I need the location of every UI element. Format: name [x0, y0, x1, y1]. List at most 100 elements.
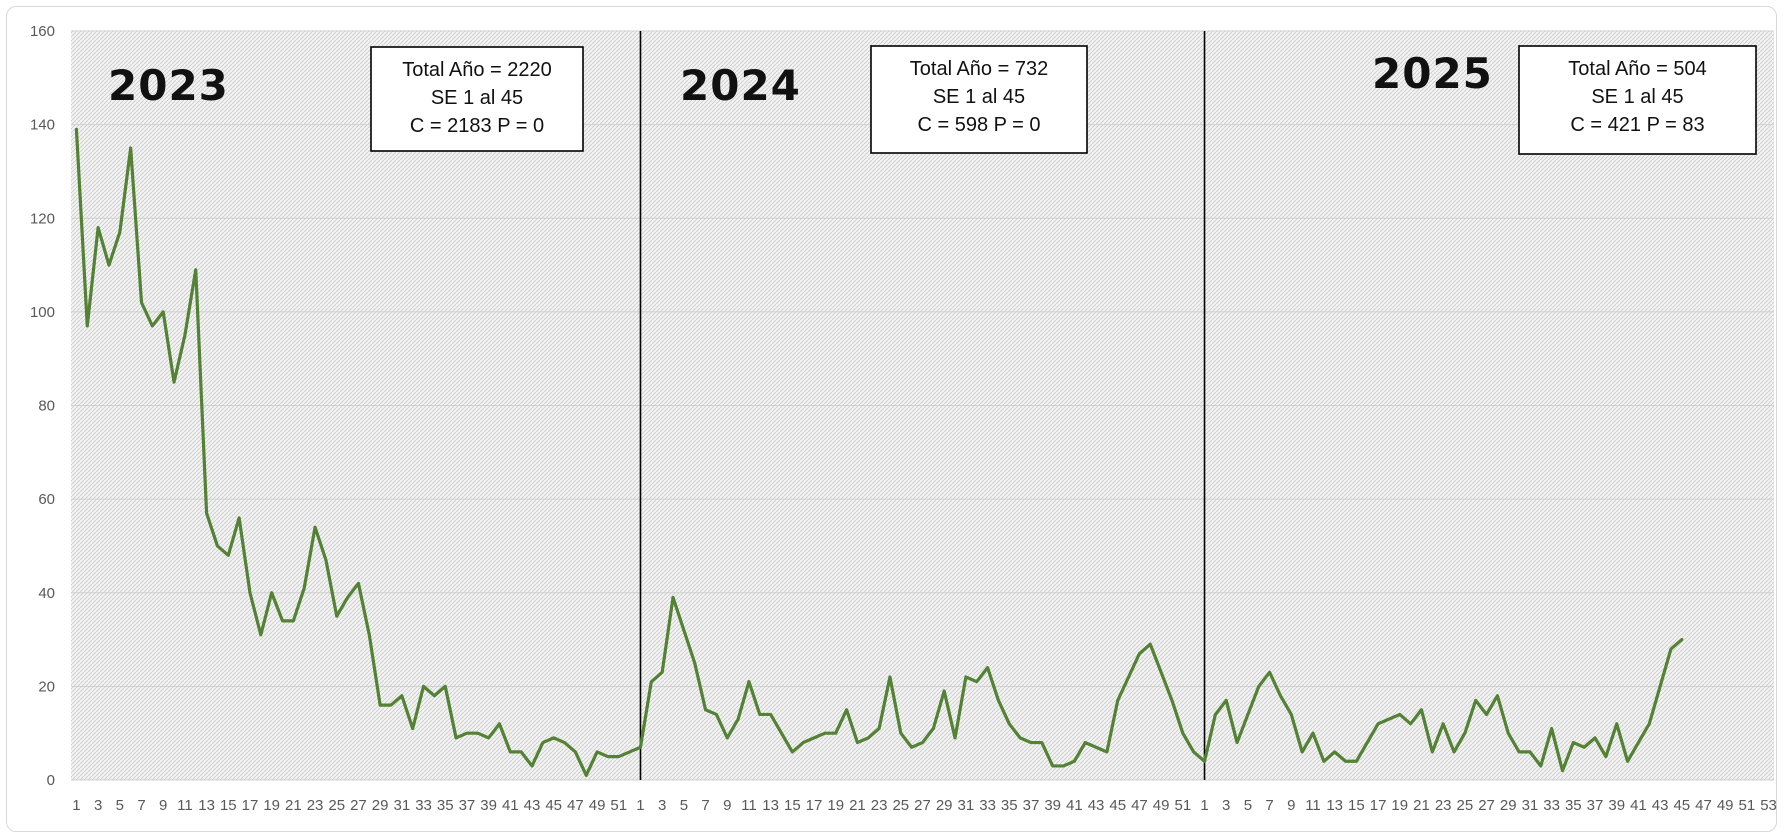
x-tick-label: 9 — [159, 797, 167, 814]
x-tick-label: 5 — [680, 797, 688, 814]
x-tick-label: 45 — [545, 797, 562, 814]
x-tick-label: 43 — [524, 797, 541, 814]
info-box-line: SE 1 al 45 — [431, 87, 523, 109]
x-tick-label: 37 — [459, 797, 476, 814]
info-box-frame — [870, 45, 1088, 154]
x-tick-label: 15 — [784, 797, 801, 814]
info-box-line: Total Año = 732 — [910, 58, 1048, 80]
x-tick-label: 17 — [806, 797, 823, 814]
x-tick-label: 29 — [372, 797, 389, 814]
x-tick-label: 31 — [958, 797, 975, 814]
x-tick-label: 37 — [1587, 797, 1604, 814]
info-box-line: C = 2183 P = 0 — [410, 115, 544, 137]
x-tick-label: 27 — [350, 797, 367, 814]
x-tick-label: 49 — [589, 797, 606, 814]
x-tick-label: 17 — [1370, 797, 1387, 814]
year-labels: 2023 2024 2025 — [108, 49, 1493, 110]
x-tick-label: 23 — [307, 797, 324, 814]
year-label-2025: 2025 — [1372, 49, 1493, 98]
x-tick-label: 3 — [1222, 797, 1230, 814]
x-tick-label: 3 — [94, 797, 102, 814]
x-tick-label: 9 — [723, 797, 731, 814]
x-tick-label: 43 — [1652, 797, 1669, 814]
x-tick-label: 7 — [1265, 797, 1273, 814]
y-tick-label: 140 — [30, 117, 55, 134]
x-tick-label: 35 — [1001, 797, 1018, 814]
x-tick-label: 33 — [1543, 797, 1560, 814]
series-line — [74, 127, 1684, 777]
x-tick-label: 39 — [480, 797, 497, 814]
x-tick-label: 45 — [1673, 797, 1690, 814]
x-tick-label: 41 — [1630, 797, 1647, 814]
x-tick-label: 21 — [849, 797, 866, 814]
gridlines — [71, 30, 1774, 781]
x-tick-label: 27 — [1478, 797, 1495, 814]
x-axis-ticks: 1 3 5 7 9 11 13 15 17 19 21 23 25 27 29 31 33 35 37 39 41 43 4… — [72, 797, 1777, 814]
x-tick-label: 49 — [1153, 797, 1170, 814]
x-tick-label: 1 — [72, 797, 80, 814]
x-tick-label: 21 — [1413, 797, 1430, 814]
x-tick-label: 23 — [1435, 797, 1452, 814]
y-axis-ticks: 0 20 40 60 80 100 120 140 160 — [30, 23, 55, 789]
x-tick-label: 39 — [1044, 797, 1061, 814]
y-tick-label: 40 — [38, 585, 55, 602]
year-dividers — [639, 31, 1206, 780]
info-box-2024: Total Año = 732 SE 1 al 45 C = 598 P = 0 — [870, 45, 1088, 154]
info-box-line: C = 421 P = 83 — [1570, 114, 1704, 136]
info-box-frame — [1518, 45, 1757, 155]
x-tick-label: 9 — [1287, 797, 1295, 814]
x-tick-label: 13 — [198, 797, 215, 814]
x-tick-label: 7 — [137, 797, 145, 814]
info-box-line: SE 1 al 45 — [933, 86, 1025, 108]
x-tick-label: 21 — [285, 797, 302, 814]
info-box-frame — [370, 46, 584, 152]
x-tick-label: 25 — [892, 797, 909, 814]
x-tick-label: 7 — [701, 797, 709, 814]
x-tick-label: 47 — [567, 797, 584, 814]
x-tick-label: 23 — [871, 797, 888, 814]
x-tick-label: 5 — [1244, 797, 1252, 814]
x-tick-label: 53 — [1760, 797, 1777, 814]
x-tick-label: 35 — [437, 797, 454, 814]
x-tick-label: 19 — [263, 797, 280, 814]
info-box-line: C = 598 P = 0 — [917, 114, 1040, 136]
x-tick-label: 1 — [636, 797, 644, 814]
x-tick-label: 5 — [116, 797, 124, 814]
info-box-line: Total Año = 504 — [1568, 58, 1706, 80]
info-box-2023: Total Año = 2220 SE 1 al 45 C = 2183 P = 0 — [370, 46, 584, 152]
x-tick-label: 19 — [1391, 797, 1408, 814]
x-tick-label: 19 — [827, 797, 844, 814]
x-tick-label: 47 — [1131, 797, 1148, 814]
x-tick-label: 41 — [1066, 797, 1083, 814]
x-tick-label: 49 — [1717, 797, 1734, 814]
y-tick-label: 100 — [30, 304, 55, 321]
x-tick-label: 13 — [1326, 797, 1343, 814]
info-boxes: Total Año = 2220 SE 1 al 45 C = 2183 P = 0… — [370, 45, 1757, 155]
series-line-path — [74, 127, 1684, 777]
x-tick-label: 15 — [1348, 797, 1365, 814]
x-tick-label: 51 — [1739, 797, 1756, 814]
x-tick-label: 51 — [610, 797, 627, 814]
x-tick-label: 11 — [1305, 797, 1321, 814]
x-tick-label: 31 — [393, 797, 410, 814]
x-tick-label: 15 — [220, 797, 237, 814]
x-tick-label: 39 — [1608, 797, 1625, 814]
x-tick-label: 31 — [1522, 797, 1539, 814]
x-tick-label: 47 — [1695, 797, 1712, 814]
x-tick-label: 1 — [1200, 797, 1208, 814]
x-tick-label: 17 — [242, 797, 259, 814]
x-tick-label: 45 — [1109, 797, 1126, 814]
y-tick-label: 120 — [30, 210, 55, 227]
x-tick-label: 3 — [658, 797, 666, 814]
x-tick-label: 33 — [979, 797, 996, 814]
y-tick-label: 160 — [30, 23, 55, 40]
x-tick-label: 25 — [328, 797, 345, 814]
x-tick-label: 29 — [936, 797, 953, 814]
info-box-line: Total Año = 2220 — [402, 59, 552, 81]
y-tick-label: 60 — [38, 491, 55, 508]
year-label-2024: 2024 — [680, 61, 801, 110]
x-tick-label: 11 — [741, 797, 757, 814]
x-tick-label: 13 — [762, 797, 779, 814]
info-box-line: SE 1 al 45 — [1591, 86, 1683, 108]
